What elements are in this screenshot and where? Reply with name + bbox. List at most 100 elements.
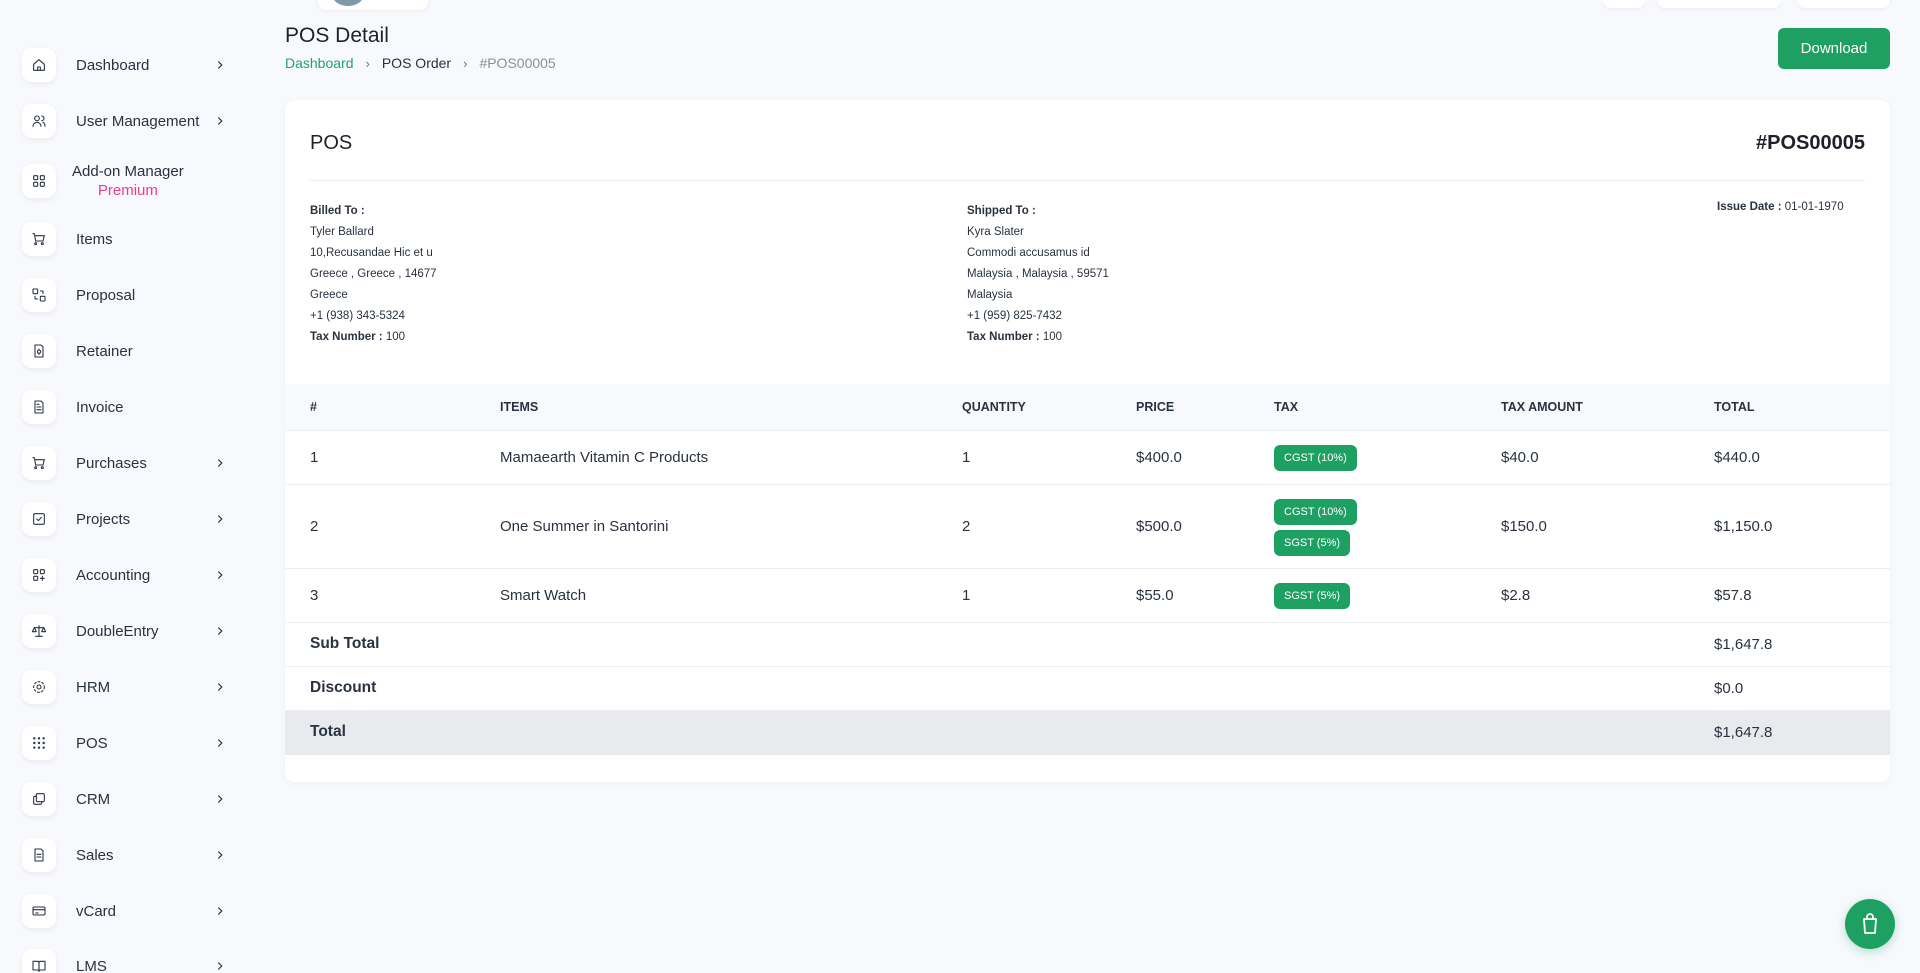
issue-date: Issue Date : 01-01-1970 [1717,201,1844,213]
total-label: Total [310,723,346,740]
discount-label: Discount [310,679,377,696]
tax-badge: CGST (10%) [1274,445,1357,471]
chevron-right-icon [213,848,227,862]
card-icon [22,894,56,928]
row-total: $1,150.0 [1714,518,1773,535]
sidebar-item-invoice[interactable]: Invoice [22,387,237,427]
sidebar-item-doubleentry[interactable]: DoubleEntry [22,611,237,651]
row-quantity: 2 [962,518,971,535]
billed-to-block: Billed To : Tyler Ballard 10,Recusandae … [310,201,437,348]
header-items: ITEMS [500,400,539,414]
sidebar-item-vcard[interactable]: vCard [22,891,237,931]
sidebar-item-items[interactable]: Items [22,219,237,259]
billed-tax-label: Tax Number : [310,331,383,343]
row-price: $400.0 [1136,449,1182,466]
shipped-phone: +1 (959) 825-7432 [967,310,1062,322]
sidebar-item-pos[interactable]: POS [22,723,237,763]
cart-icon [22,222,56,256]
avatar[interactable] [332,0,364,6]
page-title: POS Detail [285,24,389,47]
premium-label: Premium [97,182,158,199]
shipped-tax-label: Tax Number : [967,331,1040,343]
sidebar-item-hrm[interactable]: HRM [22,667,237,707]
invoice-icon [22,390,56,424]
download-button[interactable]: Download [1778,28,1890,69]
shipped-address: Commodi accusamus id [967,247,1090,259]
cart-icon [22,446,56,480]
chevron-right-icon [213,512,227,526]
sidebar-item-user-management[interactable]: User Management [22,101,237,141]
breadcrumb-pos-order-link[interactable]: POS Order [381,55,452,71]
pos-number: #POS00005 [1756,132,1865,154]
discount-row: Discount $0.0 [285,667,1890,711]
sidebar-item-sales[interactable]: Sales [22,835,237,875]
row-quantity: 1 [962,449,971,466]
sidebar-item-label: User Management [76,112,200,130]
sidebar-item-projects[interactable]: Projects [22,499,237,539]
sidebar-item-label: Dashboard [76,56,150,74]
chevron-right-icon: › [463,55,468,71]
chevron-right-icon [213,959,227,973]
row-item: Mamaearth Vitamin C Products [500,449,709,466]
shopping-bag-icon [1863,913,1877,934]
sidebar-item-label: Proposal [76,286,136,304]
pos-detail-card: POS #POS00005 Billed To : Tyler Ballard … [285,100,1890,782]
tax-badge: CGST (10%) [1274,499,1357,525]
issue-date-value: 01-01-1970 [1784,201,1844,213]
breadcrumb: Dashboard › POS Order › #POS00005 [285,55,556,71]
row-tax-amount: $150.0 [1501,518,1547,535]
book-icon [22,949,56,973]
subtotal-value: $1,647.8 [1714,636,1773,653]
items-table: # ITEMS QUANTITY PRICE TAX TAX AMOUNT TO… [285,384,1890,755]
header-num: # [310,400,317,414]
sidebar-item-addon-manager[interactable]: Add-on Manager Premium [22,160,237,202]
discount-value: $0.0 [1714,680,1744,697]
header-button[interactable] [1603,0,1645,8]
sidebar-item-label: HRM [76,678,111,696]
chevron-right-icon [213,114,227,128]
addon-labels: Add-on Manager Premium [72,163,184,199]
sidebar: Dashboard User Management Add-on Manager… [0,0,250,973]
user-menu[interactable] [318,0,428,10]
sidebar-item-accounting[interactable]: Accounting [22,555,237,595]
table-row: 1 Mamaearth Vitamin C Products 1 $400.0 … [285,431,1890,485]
billed-city-line: Greece , Greece , 14677 [310,268,437,280]
chevron-right-icon [213,904,227,918]
header-button[interactable] [1797,0,1890,8]
row-total: $57.8 [1714,587,1752,604]
header-tax: TAX [1274,400,1299,414]
sidebar-item-lms[interactable]: LMS [22,946,237,973]
sidebar-item-proposal[interactable]: Proposal [22,275,237,315]
row-item: Smart Watch [500,587,587,604]
users-icon [22,104,56,138]
sidebar-item-label: CRM [76,790,111,808]
table-row: 3 Smart Watch 1 $55.0 SGST (5%) $2.8 $57… [285,569,1890,623]
sidebar-item-crm[interactable]: CRM [22,779,237,819]
row-tax-amount: $40.0 [1501,449,1539,466]
checkbox-icon [22,502,56,536]
sidebar-item-purchases[interactable]: Purchases [22,443,237,483]
sidebar-item-label: Purchases [76,454,147,472]
sidebar-item-retainer[interactable]: Retainer [22,331,237,371]
row-num: 2 [310,518,319,535]
header-button[interactable] [1657,0,1781,8]
sidebar-item-label: LMS [76,957,107,973]
row-total: $440.0 [1714,449,1760,466]
cart-button[interactable] [1845,899,1895,949]
table-header: # ITEMS QUANTITY PRICE TAX TAX AMOUNT TO… [285,384,1890,431]
subtotal-row: Sub Total $1,647.8 [285,623,1890,667]
sidebar-item-dashboard[interactable]: Dashboard [22,45,237,85]
chevron-right-icon: › [365,55,370,71]
sidebar-item-label: vCard [76,902,117,920]
header-price: PRICE [1136,400,1175,414]
row-tax-amount: $2.8 [1501,587,1531,604]
chevron-right-icon [213,58,227,72]
billed-address: 10,Recusandae Hic et u [310,247,433,259]
tax-badge: SGST (5%) [1274,583,1351,609]
breadcrumb-dashboard-link[interactable]: Dashboard [285,55,354,71]
card-title: POS [310,132,353,154]
shipped-to-label: Shipped To : [967,205,1036,217]
sidebar-item-label: DoubleEntry [76,622,159,640]
row-price: $500.0 [1136,518,1182,535]
divider [310,180,1865,181]
